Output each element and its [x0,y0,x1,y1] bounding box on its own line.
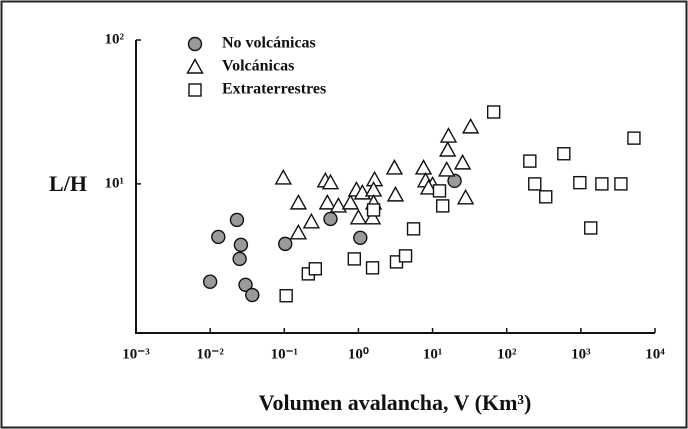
x-tick-label: 10³ [571,346,591,362]
point [614,177,628,191]
x-axis-label: Volumen avalancha, V (Km³) [259,390,532,415]
x-tick-label: 10⁴ [645,346,665,362]
point [432,184,447,198]
point [366,203,381,217]
point [238,277,253,292]
point [347,252,362,266]
legend-marker [186,58,204,74]
point [308,262,322,276]
point [321,173,340,190]
point [289,193,308,210]
point [437,161,456,177]
y-axis-label: L/H [49,171,87,196]
y-tick-label: 10² [105,31,125,47]
point [439,127,458,143]
x-tick-label: 10⁻² [196,346,224,362]
point [406,222,421,236]
point [595,177,609,191]
point [353,230,368,246]
point [233,237,249,253]
point [245,287,260,303]
legend-marker [188,83,202,97]
point [539,190,553,204]
x-tick-label: 10² [497,346,517,362]
point [341,193,360,210]
point [202,274,218,289]
point [436,199,450,213]
point [456,188,475,205]
point [349,208,368,225]
point [302,212,321,229]
legend-label: No volcánicas [222,35,316,52]
legend-marker [187,36,203,52]
point [323,211,338,227]
point [528,177,542,191]
point [211,229,226,245]
point [627,131,641,145]
point [289,223,308,240]
x-tick-label: 10⁻³ [122,346,150,362]
point [229,212,245,228]
point [386,185,405,202]
point [274,168,292,185]
point [419,178,438,195]
point [557,147,571,161]
point [414,159,433,175]
x-tick-label: 10⁻¹ [271,346,298,362]
point [278,236,293,252]
point [461,117,480,134]
point [453,153,472,170]
point [279,289,293,303]
point [447,173,462,189]
point [363,208,382,225]
point [232,251,247,267]
x-tick-label: 10⁰ [348,346,369,362]
point [523,154,537,168]
point [486,105,501,119]
point [398,249,413,263]
legend-label: Volcánicas [222,58,294,75]
point [318,193,337,210]
point [385,159,404,175]
point [365,261,380,275]
x-tick-label: 10¹ [423,346,443,362]
point [584,221,598,235]
point [573,175,587,190]
y-tick-label: 10¹ [105,175,125,191]
point [439,141,457,157]
legend-label: Extraterrestres [222,81,326,98]
point [329,196,348,213]
